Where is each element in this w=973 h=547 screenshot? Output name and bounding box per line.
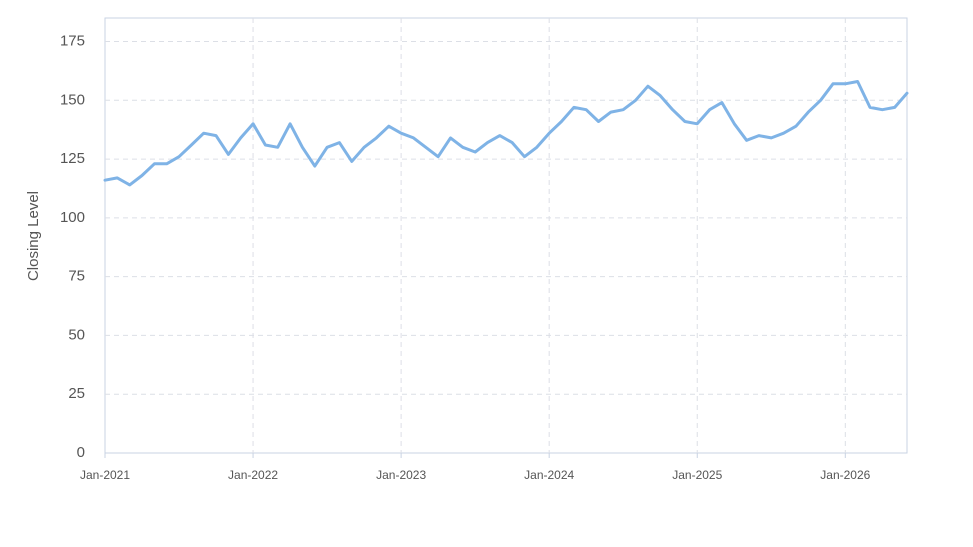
- x-tick-label: Jan-2025: [672, 468, 722, 482]
- y-tick-label: 125: [60, 150, 85, 167]
- y-tick-label: 25: [68, 385, 85, 402]
- y-tick-label: 75: [68, 268, 85, 285]
- x-tick-label: Jan-2023: [376, 468, 426, 482]
- x-tick-label: Jan-2024: [524, 468, 574, 482]
- x-tick-label: Jan-2026: [820, 468, 870, 482]
- y-tick-label: 100: [60, 209, 85, 226]
- y-tick-label: 175: [60, 32, 85, 49]
- plot-frame: [104, 17, 908, 454]
- y-axis-label: Closing Level: [25, 191, 42, 281]
- x-tick-label: Jan-2021: [80, 468, 130, 482]
- y-tick-label: 0: [77, 444, 85, 461]
- y-tick-label: 50: [68, 326, 85, 343]
- y-tick-label: 150: [60, 91, 85, 108]
- line-series: [103, 80, 909, 187]
- x-tick-label: Jan-2022: [228, 468, 278, 482]
